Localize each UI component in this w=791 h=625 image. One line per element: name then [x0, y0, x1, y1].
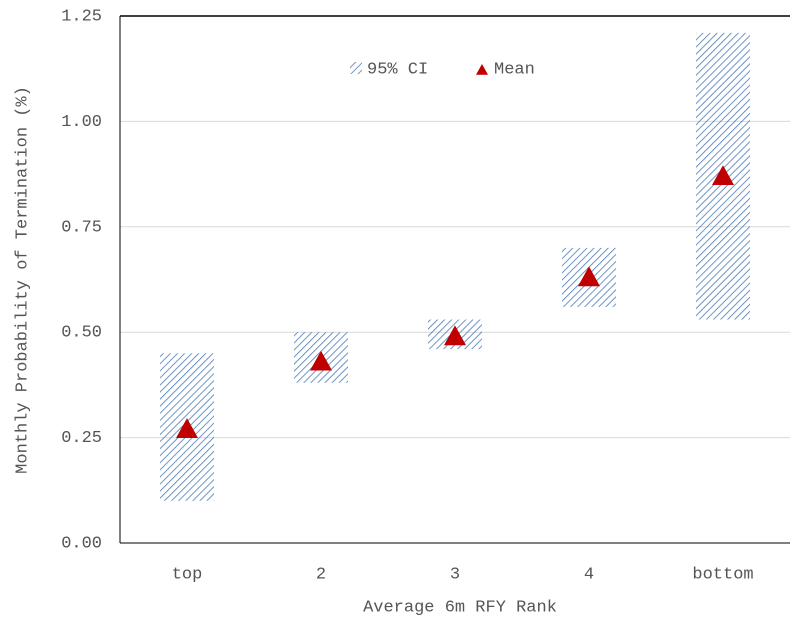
mean-marker: [176, 418, 198, 438]
y-tick-label: 1.00: [61, 113, 102, 132]
y-tick-label: 1.25: [61, 7, 102, 26]
legend-marker: [476, 64, 488, 75]
y-axis-label: Monthly Probability of Termination (%): [13, 86, 32, 474]
mean-marker: [310, 350, 332, 371]
mean-marker: [578, 266, 600, 287]
x-tick-label: top: [172, 565, 203, 584]
x-tick-label: 4: [584, 565, 594, 584]
y-tick-label: 0.50: [61, 324, 102, 343]
x-axis-label: Average 6m RFY Rank: [363, 598, 557, 617]
x-tick-label: 3: [450, 565, 460, 584]
legend-label: Mean: [494, 60, 535, 79]
y-tick-label: 0.00: [61, 534, 102, 553]
legend-swatch: [350, 62, 362, 74]
mean-marker: [712, 165, 734, 186]
mean-marker: [444, 325, 466, 346]
legend-label: 95% CI: [367, 60, 428, 79]
x-tick-label: 2: [316, 565, 326, 584]
y-tick-label: 0.75: [61, 218, 102, 237]
y-tick-label: 0.25: [61, 429, 102, 448]
x-tick-label: bottom: [692, 565, 753, 584]
